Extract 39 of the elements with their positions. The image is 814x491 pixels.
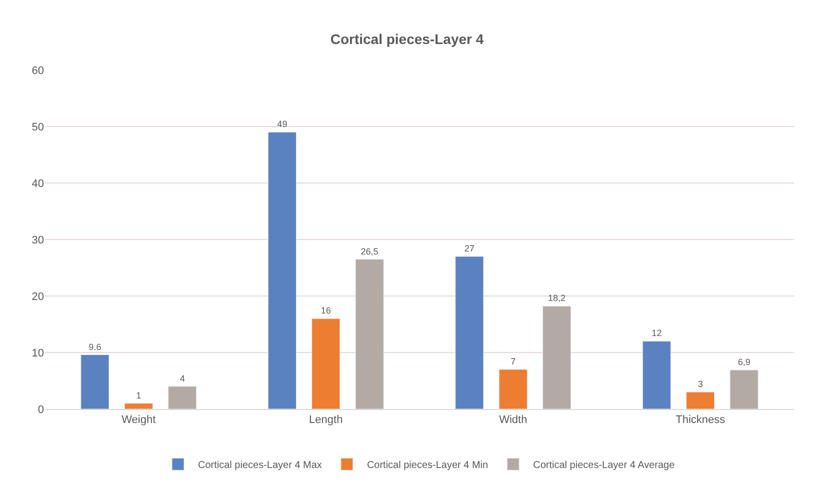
bar: [80, 354, 110, 409]
legend-label: Cortical pieces-Layer 4 Min: [366, 460, 488, 472]
y-tick-label: 30: [32, 234, 44, 246]
y-tick-label: 0: [38, 404, 44, 416]
y-tick-label: 60: [32, 64, 44, 77]
bar: [730, 370, 758, 409]
data-label: 9.6: [88, 342, 102, 352]
bar: [542, 306, 572, 409]
bar: [642, 340, 671, 409]
bar: [455, 256, 484, 409]
y-tick-label: 10: [32, 347, 44, 360]
data-label: 6,9: [738, 357, 750, 368]
bar: [168, 386, 197, 409]
x-tick-label: Length: [309, 414, 343, 426]
y-tick-label: 50: [32, 121, 44, 134]
data-label: 7: [510, 356, 516, 366]
y-tick-label: 40: [32, 178, 44, 190]
x-tick-label: Width: [499, 414, 528, 426]
bar: [355, 259, 384, 409]
bar: [268, 132, 296, 409]
x-tick-label: Weight: [122, 414, 156, 426]
bar: [312, 318, 340, 409]
bar: [124, 403, 153, 409]
data-label: 3: [698, 379, 703, 390]
bar: [686, 392, 715, 409]
data-label: 4: [180, 373, 185, 384]
data-label: 18,2: [548, 293, 566, 304]
data-label: 12: [652, 328, 662, 338]
x-tick-label: Thickness: [676, 414, 726, 426]
data-label: 16: [320, 306, 331, 316]
legend-label: Cortical pieces-Layer 4 Max: [198, 460, 322, 472]
data-label: 27: [464, 243, 474, 254]
legend-label: Cortical pieces-Layer 4 Average: [533, 460, 676, 472]
bar: [498, 369, 528, 409]
data-label: 26,5: [360, 246, 378, 256]
chart-title: Cortical pieces-Layer 4: [330, 31, 484, 48]
data-label: 1: [136, 390, 142, 400]
y-tick-label: 20: [32, 290, 44, 303]
data-label: 49: [277, 119, 288, 130]
